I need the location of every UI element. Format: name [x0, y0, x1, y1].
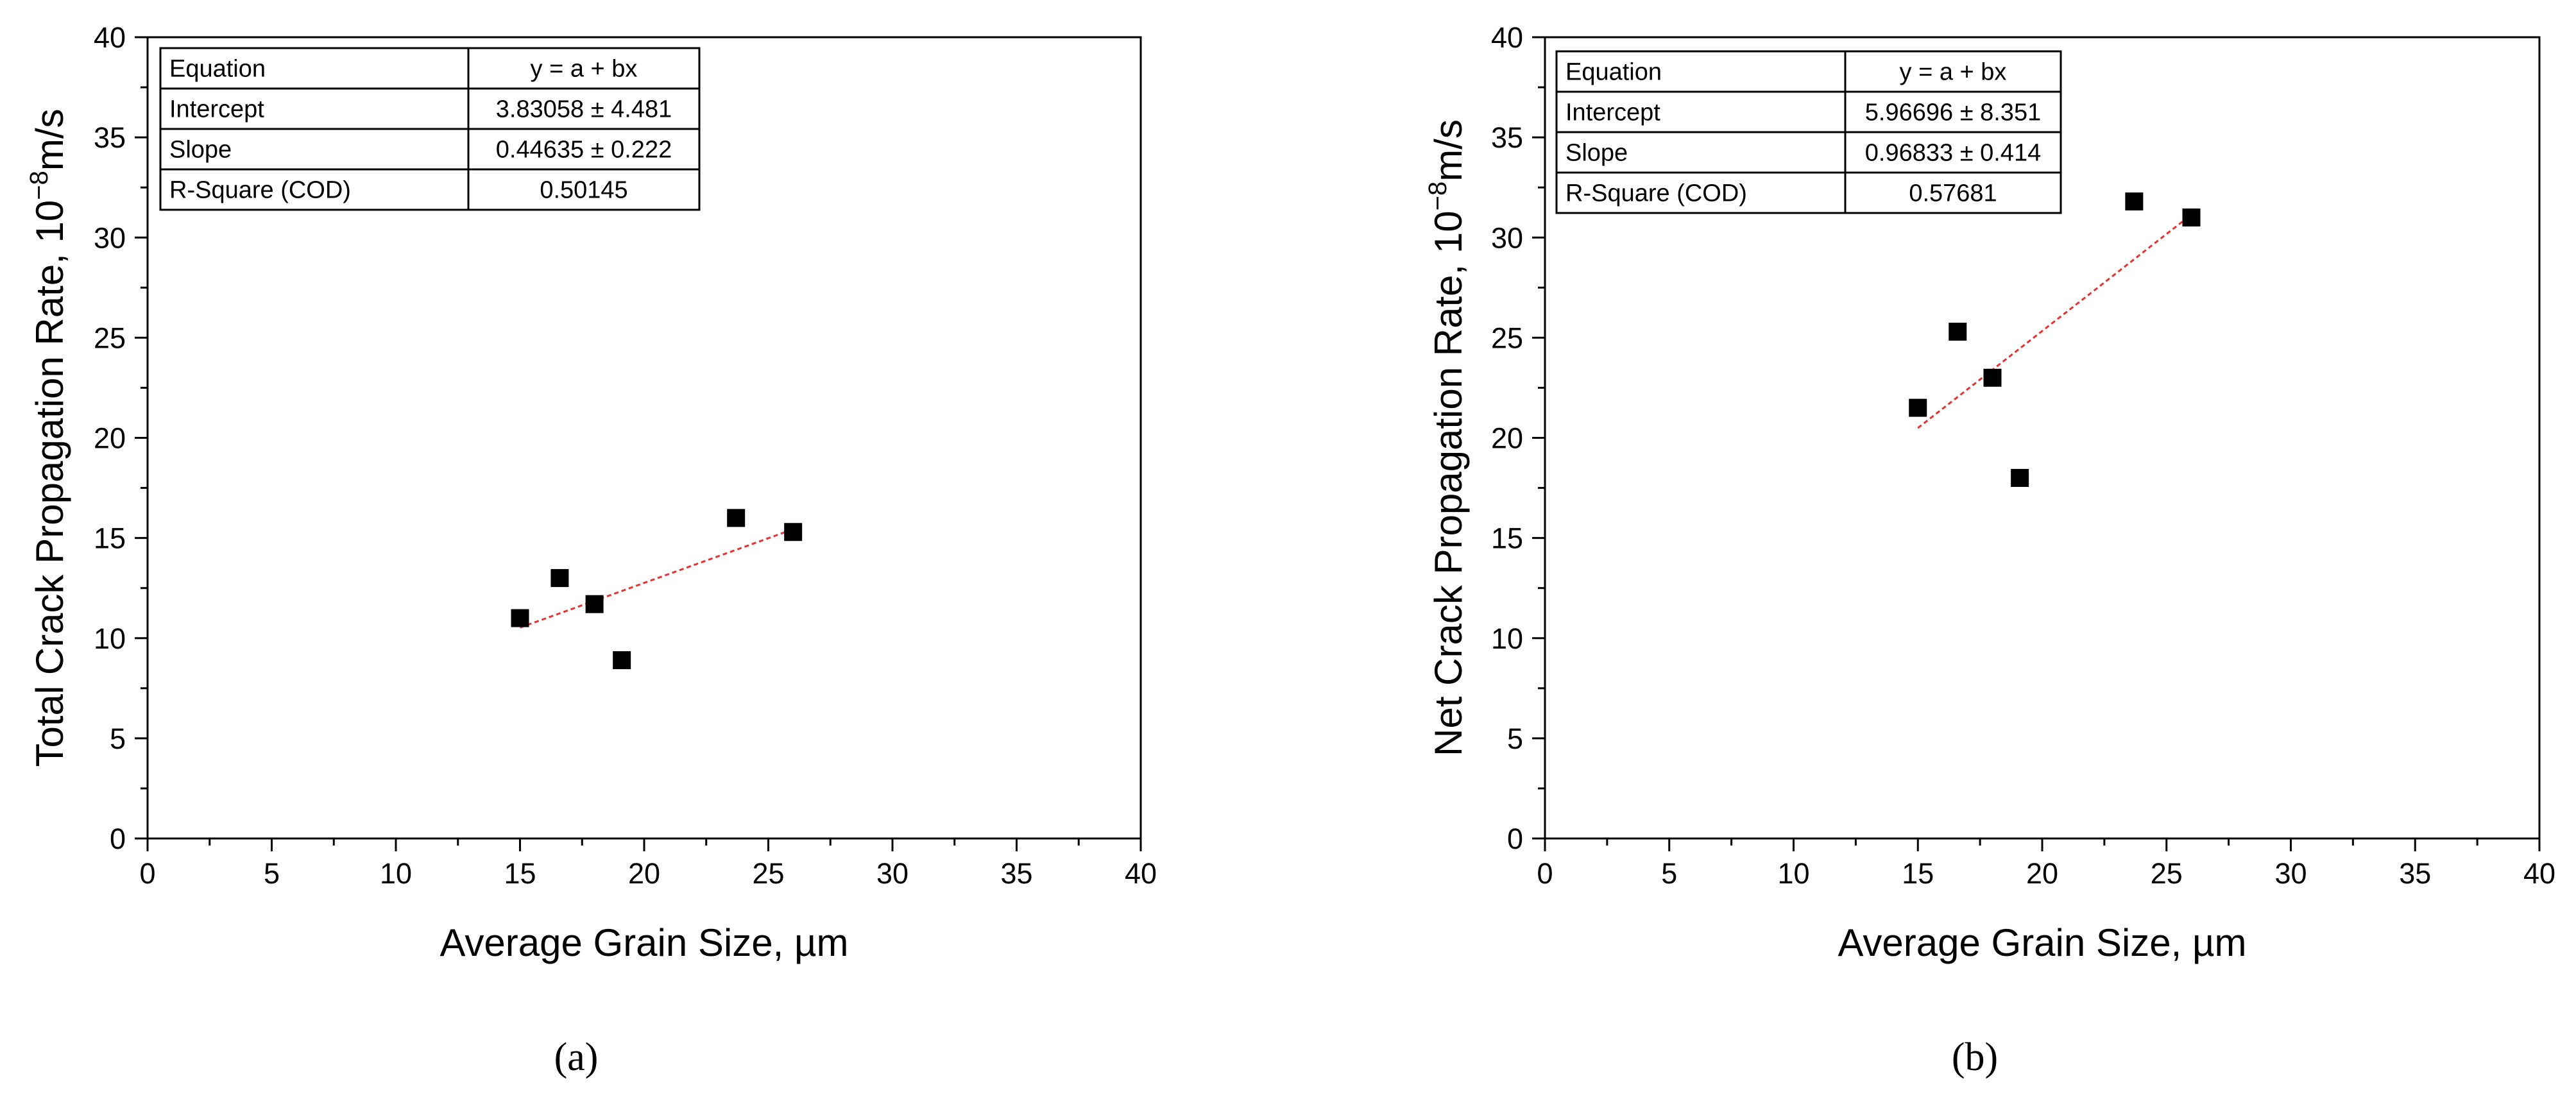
y-axis-title: Total Crack Propagation Rate, 10−8m/s [25, 108, 71, 767]
y-tick-label: 15 [94, 522, 126, 555]
data-point [511, 609, 529, 627]
x-tick-label: 30 [2274, 857, 2307, 890]
table-cell-label: R-Square (COD) [1565, 180, 1747, 207]
table-cell-value: 5.96696 ± 8.351 [1865, 99, 2041, 126]
table-cell-value: 3.83058 ± 4.481 [496, 96, 672, 123]
y-tick-label: 15 [1491, 522, 1523, 555]
x-tick-label: 10 [1777, 857, 1809, 890]
x-tick-label: 20 [628, 857, 660, 890]
data-point [784, 523, 803, 541]
y-tick-label: 5 [1507, 722, 1523, 755]
data-point [1949, 323, 1967, 341]
y-tick-label: 10 [1491, 622, 1523, 655]
x-axis-title: Average Grain Size, µm [439, 921, 848, 964]
y-tick-label: 35 [94, 121, 126, 154]
data-point [1909, 398, 1927, 417]
y-tick-label: 30 [1491, 221, 1523, 254]
y-tick-label: 20 [94, 422, 126, 455]
y-tick-label: 5 [110, 722, 126, 755]
x-tick-label: 35 [2399, 857, 2431, 890]
panel-label: (b) [1952, 1035, 1998, 1079]
y-tick-label: 25 [94, 321, 126, 354]
y-axis-title: Net Crack Propagation Rate, 10−8m/s [1424, 119, 1470, 756]
data-point [1983, 368, 2002, 387]
table-cell-label: R-Square (COD) [169, 177, 351, 204]
y-tick-label: 10 [94, 622, 126, 655]
data-point [585, 595, 604, 613]
table-cell-label: Intercept [169, 96, 264, 123]
x-tick-label: 5 [264, 857, 280, 890]
table-cell-label: Slope [1565, 140, 1628, 167]
y-tick-label: 35 [1491, 121, 1523, 154]
fit-line [1917, 214, 2192, 429]
panel-label: (a) [554, 1035, 599, 1079]
table-cell-label: Slope [169, 137, 232, 164]
table-cell-value: 0.57681 [1909, 180, 1997, 207]
x-tick-label: 5 [1661, 857, 1677, 890]
data-point [727, 509, 746, 527]
x-tick-label: 30 [876, 857, 908, 890]
table-cell-value: y = a + bx [531, 56, 638, 83]
data-point [2182, 208, 2201, 227]
table-cell-value: 0.96833 ± 0.414 [1865, 140, 2041, 167]
y-tick-label: 0 [1507, 822, 1523, 855]
fit-line [519, 528, 794, 629]
data-point [2011, 468, 2029, 487]
y-tick-label: 25 [1491, 321, 1523, 354]
x-tick-label: 20 [2026, 857, 2058, 890]
y-tick-label: 0 [110, 822, 126, 855]
y-tick-label: 20 [1491, 422, 1523, 455]
x-tick-label: 15 [1902, 857, 1934, 890]
y-tick-label: 40 [94, 21, 126, 54]
data-point [550, 569, 569, 588]
table-cell-value: 0.50145 [540, 177, 627, 204]
x-tick-label: 40 [2523, 857, 2555, 890]
data-point [2125, 192, 2144, 211]
x-axis-title: Average Grain Size, µm [1838, 921, 2246, 964]
chart-panel-b: 0 5 10 15 20 25 30 35 40 0 5 10 15 20 25 30 35 40 Average … [1424, 21, 2555, 1079]
x-tick-label: 10 [380, 857, 412, 890]
table-cell-value: 0.44635 ± 0.222 [496, 137, 672, 164]
y-tick-label: 40 [1491, 21, 1523, 54]
table-cell-label: Equation [1565, 59, 1662, 86]
table-cell-label: Intercept [1565, 99, 1660, 126]
x-tick-label: 40 [1125, 857, 1157, 890]
x-tick-label: 0 [1537, 857, 1553, 890]
chart-panel-a: 0 5 10 15 20 25 30 35 40 0 5 10 15 20 25 30 35 40 Average … [25, 21, 1157, 1079]
x-tick-label: 25 [752, 857, 784, 890]
x-tick-label: 0 [139, 857, 155, 890]
table-cell-label: Equation [169, 56, 266, 83]
x-tick-label: 25 [2151, 857, 2183, 890]
x-tick-label: 35 [1000, 857, 1032, 890]
y-tick-label: 30 [94, 221, 126, 254]
data-point [613, 651, 631, 670]
table-cell-value: y = a + bx [1900, 59, 2007, 86]
x-tick-label: 15 [504, 857, 536, 890]
